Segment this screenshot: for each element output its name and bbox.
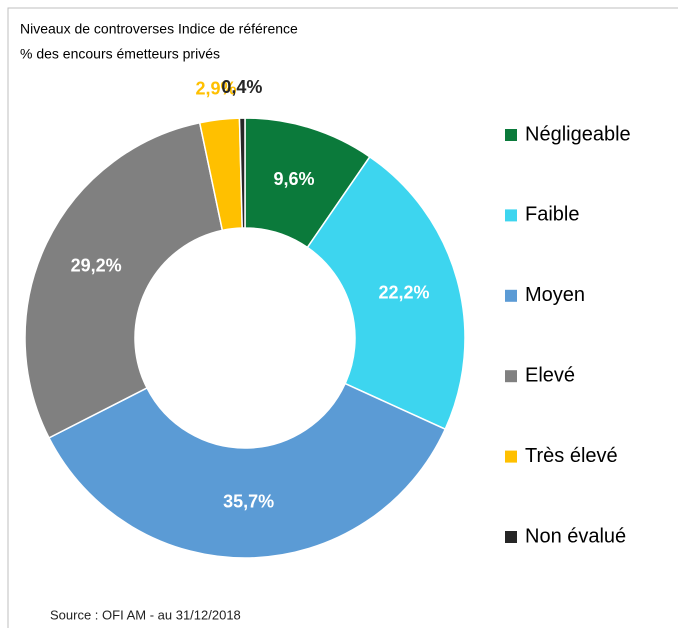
- data-label: 22,2%: [378, 283, 429, 303]
- legend-swatch: [505, 129, 517, 141]
- data-label: 29,2%: [71, 256, 122, 276]
- legend-label: Très élevé: [525, 445, 618, 467]
- donut-segment: [238, 117, 246, 229]
- data-label: 35,7%: [223, 492, 274, 512]
- donut-segment: [47, 382, 447, 559]
- legend-swatch: [505, 370, 517, 383]
- legend-label: Non évalué: [525, 525, 626, 547]
- source-note: Source : OFI AM - au 31/12/2018: [50, 607, 241, 622]
- chart-subtitle: % des encours émetteurs privés: [20, 46, 220, 62]
- legend-label: Elevé: [525, 364, 575, 386]
- donut-segment: [306, 155, 466, 431]
- chart-title: Niveaux de controverses Indice de référe…: [20, 21, 298, 37]
- legend-label: Moyen: [525, 284, 585, 306]
- legend-swatch: [505, 531, 517, 543]
- data-label: 2,9%: [195, 78, 236, 98]
- legend-label: Négligeable: [525, 123, 631, 145]
- legend-swatch: [505, 209, 517, 222]
- data-label: 0,4%: [221, 77, 262, 97]
- donut-segment: [24, 121, 224, 439]
- legend-swatch: [505, 289, 517, 302]
- legend-label: Faible: [525, 204, 579, 226]
- frame: [7, 7, 678, 628]
- data-label: 9,6%: [273, 169, 314, 189]
- legend-swatch: [505, 450, 517, 463]
